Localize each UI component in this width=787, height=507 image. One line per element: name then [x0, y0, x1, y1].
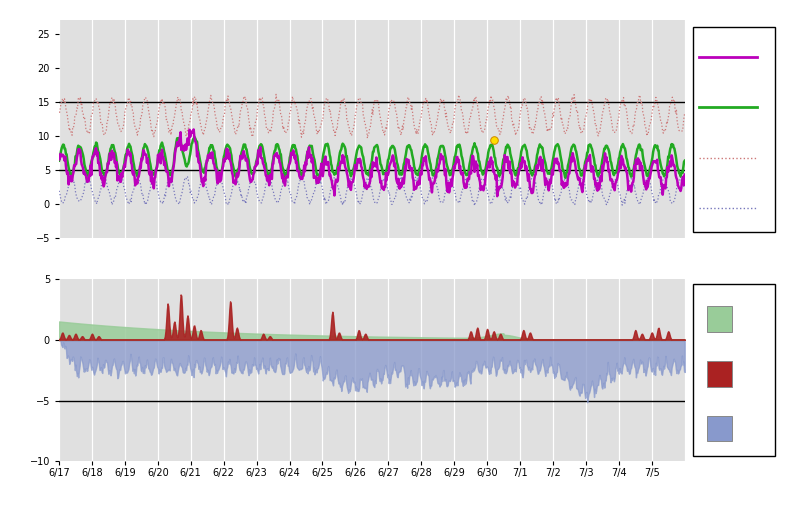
FancyBboxPatch shape: [693, 27, 774, 232]
FancyBboxPatch shape: [693, 284, 774, 456]
Bar: [707, 361, 732, 386]
Bar: [707, 416, 732, 441]
Bar: [707, 306, 732, 332]
Point: [487, 135, 500, 143]
